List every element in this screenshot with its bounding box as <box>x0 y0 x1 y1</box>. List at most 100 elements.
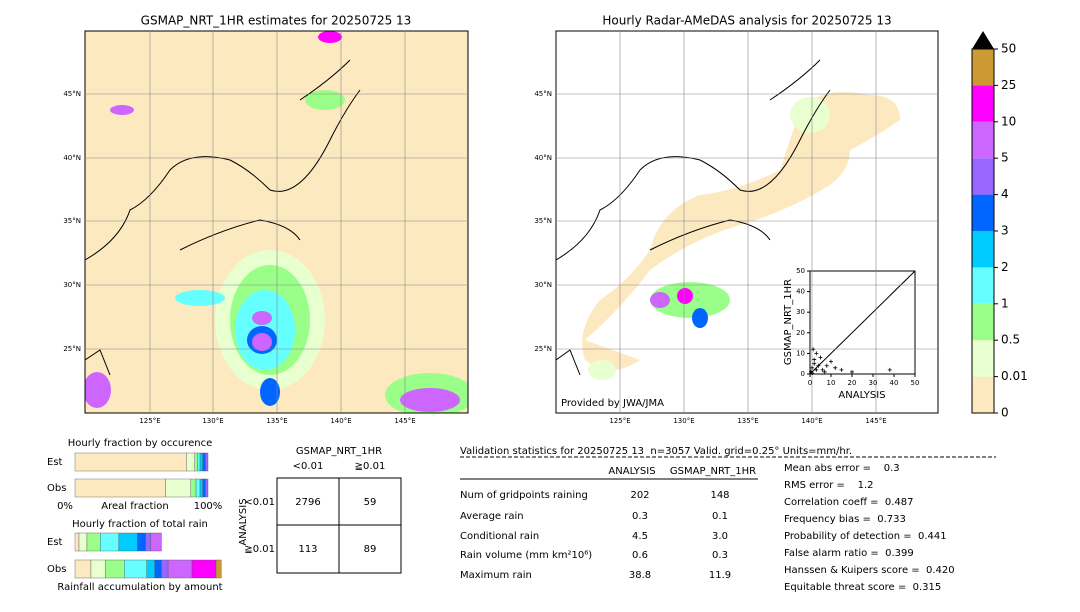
colorbar-label: 5 <box>1001 151 1009 165</box>
row-label: Conditional rain <box>460 531 539 542</box>
lat-label: 25°N <box>534 345 552 353</box>
lon-label: 135°E <box>266 417 287 425</box>
panel-footer: Rainfall accumulation by amount <box>57 582 222 593</box>
colorbar-segment <box>972 303 994 341</box>
fraction-segment <box>74 559 92 579</box>
point <box>820 367 825 372</box>
colorbar-label: 4 <box>1001 187 1009 201</box>
fraction-segment <box>150 532 162 552</box>
lon-label: 130°E <box>673 417 694 425</box>
x-tick-label: 0 <box>808 379 812 387</box>
colorbar-segment <box>972 85 994 122</box>
colorbar-segment <box>972 158 994 195</box>
point <box>810 370 815 375</box>
rain-field <box>85 31 468 413</box>
fraction-segment <box>202 452 206 472</box>
cell: 0.3 <box>712 550 728 561</box>
col-label: <0.01 <box>293 461 324 472</box>
row-label: <0.01 <box>244 497 275 508</box>
fraction-segment <box>167 559 193 579</box>
point <box>822 369 827 374</box>
col-header: ANALYSIS <box>608 466 655 477</box>
table-title: GSMAP_NRT_1HR <box>296 446 382 457</box>
validation-title: Validation statistics for 20250725 13 n=… <box>460 446 852 457</box>
cell: 148 <box>710 490 729 501</box>
colorbar-segment <box>972 121 994 159</box>
cell: 4.5 <box>632 531 648 542</box>
panel-title: Hourly fraction of total rain <box>72 519 208 530</box>
colorbar-label: 50 <box>1001 42 1016 56</box>
score: Correlation coeff = 0.487 <box>784 497 914 508</box>
lon-label: 145°E <box>394 417 415 425</box>
point <box>812 361 817 366</box>
score: Mean abs error = 0.3 <box>784 463 900 474</box>
lat-label: 25°N <box>63 345 81 353</box>
cell: 0.3 <box>632 511 648 522</box>
colorbar-segment <box>972 340 994 377</box>
row-label: Num of gridpoints raining <box>460 490 588 501</box>
fraction-segment <box>124 559 148 579</box>
fraction-segment <box>118 532 138 552</box>
lat-label: 30°N <box>63 281 81 289</box>
axis-label: Areal fraction <box>101 501 168 512</box>
colorbar-label: 3 <box>1001 224 1009 238</box>
y-axis-label: GSMAP_NRT_1HR <box>783 279 794 365</box>
cell: 0.1 <box>712 511 728 522</box>
lat-label: 35°N <box>534 217 552 225</box>
point <box>818 355 823 360</box>
colorbar-label: 1 <box>1001 296 1009 310</box>
fraction-segment <box>205 452 209 472</box>
rain-field <box>582 92 900 380</box>
lat-label: 40°N <box>63 154 81 162</box>
cell: 202 <box>630 490 649 501</box>
fraction-segment <box>145 532 152 552</box>
lon-label: 125°E <box>609 417 630 425</box>
credit: Provided by JWA/JMA <box>561 398 664 409</box>
fraction-segment <box>105 559 125 579</box>
fraction-segment <box>86 532 101 552</box>
cell: 3.0 <box>712 531 728 542</box>
x-tick-label: 40 <box>890 379 899 387</box>
fraction-segment <box>165 478 191 498</box>
colorbar-segment <box>972 49 994 86</box>
cell: 38.8 <box>629 570 651 581</box>
panel-title: Hourly fraction by occurence <box>68 438 212 449</box>
cell: 89 <box>364 544 377 555</box>
map-title: GSMAP_NRT_1HR estimates for 20250725 13 <box>141 14 412 28</box>
cell: 59 <box>364 497 377 508</box>
score: Hanssen & Kuipers score = 0.420 <box>784 565 955 576</box>
row-label: ≧0.01 <box>244 544 275 555</box>
point <box>811 347 816 352</box>
score: Frequency bias = 0.733 <box>784 514 906 525</box>
fraction-segment <box>215 559 222 579</box>
x-tick-label: 50 <box>911 379 920 387</box>
y-tick-label: 0 <box>801 370 805 378</box>
colorbar-label: 2 <box>1001 260 1009 274</box>
score: Equitable threat score = 0.315 <box>784 582 941 593</box>
colorbar-extend <box>972 31 994 49</box>
point <box>814 351 819 356</box>
colorbar-segment <box>972 267 994 304</box>
map-frame <box>555 30 939 414</box>
cell: 0.6 <box>632 550 648 561</box>
lon-label: 130°E <box>202 417 223 425</box>
colorbar-label: 0.5 <box>1001 333 1020 347</box>
fraction-segment <box>146 559 156 579</box>
map-frame <box>84 30 469 414</box>
fraction-segment <box>100 532 120 552</box>
map-title: Hourly Radar-AMeDAS analysis for 2025072… <box>602 14 891 28</box>
table-side-label: ANALYSIS <box>238 498 249 545</box>
coastline <box>85 59 831 376</box>
point <box>887 367 892 372</box>
lon-label: 140°E <box>801 417 822 425</box>
axis-label: 100% <box>194 501 223 512</box>
fraction-segment <box>190 478 197 498</box>
lat-label: 45°N <box>63 90 81 98</box>
colorbar-segment <box>972 231 994 268</box>
row-label: Rain volume (mm km²10⁶) <box>460 550 592 561</box>
y-tick-label: 30 <box>796 308 805 316</box>
row-label: Obs <box>47 483 66 494</box>
point <box>814 367 819 372</box>
fraction-segment <box>74 532 80 552</box>
fraction-segment <box>202 478 206 498</box>
